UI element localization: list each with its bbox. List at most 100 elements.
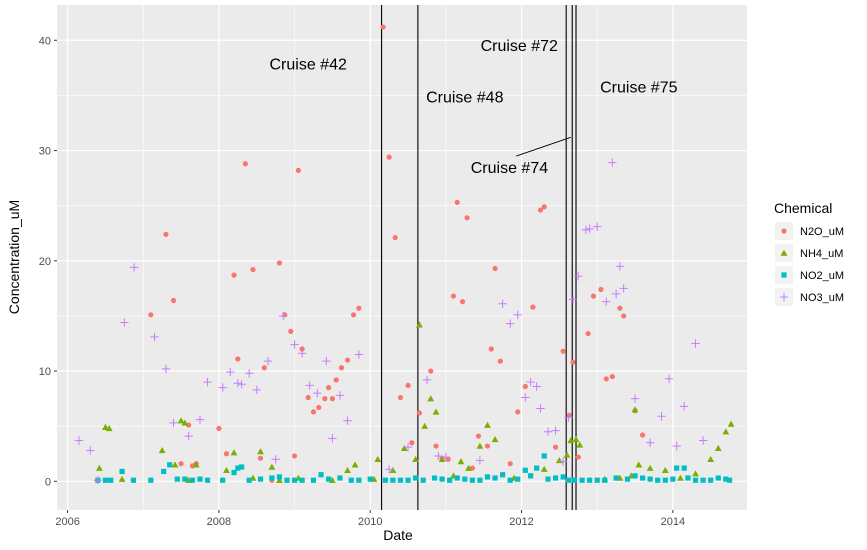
data-point: [635, 461, 643, 468]
data-point: [484, 421, 491, 428]
data-point: [560, 348, 566, 354]
data-point: [692, 470, 699, 477]
data-point: [195, 415, 205, 424]
data-point: [560, 474, 566, 480]
legend-key-symbol: [781, 272, 787, 278]
data-point: [427, 395, 435, 402]
data-point: [433, 443, 439, 449]
data-point: [174, 476, 180, 482]
data-point: [685, 475, 691, 481]
data-point: [380, 24, 386, 30]
data-point: [163, 231, 169, 237]
data-point: [526, 377, 535, 387]
data-point: [722, 428, 730, 435]
data-point: [459, 299, 466, 305]
data-point: [252, 385, 261, 395]
data-point: [326, 385, 332, 391]
x-axis: 2006 2008 2010 2012 2014: [55, 510, 685, 528]
data-point: [450, 293, 457, 299]
data-point: [431, 475, 438, 481]
data-point: [130, 477, 137, 483]
data-point: [335, 391, 345, 400]
data-point: [400, 444, 408, 451]
legend-item: NO3_uM: [775, 288, 844, 306]
data-point: [662, 477, 668, 483]
data-point: [420, 477, 426, 483]
data-point: [707, 455, 715, 462]
data-point: [118, 475, 126, 482]
data-point: [268, 463, 276, 470]
data-point: [515, 476, 521, 482]
data-point: [632, 473, 638, 479]
data-point: [108, 477, 114, 483]
data-point: [93, 476, 103, 485]
data-point: [700, 477, 706, 483]
data-point: [647, 476, 653, 482]
data-point: [674, 465, 680, 471]
data-point: [727, 420, 735, 427]
data-point: [541, 453, 547, 459]
data-point: [447, 477, 453, 483]
data-point: [565, 477, 572, 483]
data-point: [231, 469, 237, 476]
data-point: [204, 477, 211, 483]
data-point: [344, 466, 351, 474]
data-point: [310, 477, 317, 483]
data-point: [552, 444, 559, 450]
data-point: [572, 436, 580, 443]
data-point: [513, 310, 522, 320]
legend-key-symbol: [779, 292, 789, 302]
data-point: [203, 377, 212, 387]
data-point: [231, 272, 237, 278]
data-point: [305, 394, 311, 401]
data-point: [313, 388, 322, 398]
legend: Chemical N2O_uM NH4_uM NO2_uM NO3_uM: [774, 200, 844, 306]
data-point: [476, 442, 484, 449]
data-point: [182, 476, 188, 482]
data-point: [322, 396, 328, 402]
data-point: [197, 476, 203, 482]
data-point: [491, 436, 499, 443]
data-point: [405, 382, 411, 389]
data-point: [602, 297, 611, 306]
data-point: [681, 465, 687, 471]
data-point: [338, 365, 345, 371]
data-point: [574, 272, 583, 281]
data-point: [230, 449, 238, 456]
legend-item: NO2_uM: [775, 266, 844, 284]
data-point: [105, 425, 113, 432]
data-point: [603, 376, 609, 382]
data-point: [326, 476, 332, 482]
data-point: [464, 215, 470, 221]
data-point: [594, 477, 600, 483]
data-point: [515, 409, 521, 415]
data-point: [507, 477, 513, 483]
data-point: [726, 477, 733, 483]
data-point: [454, 199, 460, 205]
data-point: [220, 477, 226, 483]
data-point: [186, 422, 192, 428]
data-point: [624, 476, 631, 482]
annotation-label: Cruise #74: [471, 160, 548, 177]
legend-key-symbol: [780, 249, 788, 256]
y-axis: 0 10 20 30 40: [39, 35, 57, 488]
y-axis-title: Concentration_uM: [6, 200, 22, 314]
data-point: [239, 464, 245, 470]
data-point: [438, 455, 446, 462]
x-axis-title: Date: [383, 527, 413, 543]
data-point: [576, 441, 584, 448]
grid-minor: [57, 5, 747, 510]
annotation-label: Cruise #48: [426, 90, 503, 107]
data-point: [475, 433, 482, 439]
data-point: [570, 359, 576, 365]
data-point: [457, 458, 465, 465]
data-point: [389, 466, 397, 474]
data-point: [257, 455, 264, 461]
data-point: [74, 436, 84, 445]
data-point: [558, 457, 568, 466]
data-point: [120, 318, 129, 327]
data-point: [723, 476, 729, 482]
data-point: [288, 328, 294, 334]
data-point: [534, 465, 540, 471]
